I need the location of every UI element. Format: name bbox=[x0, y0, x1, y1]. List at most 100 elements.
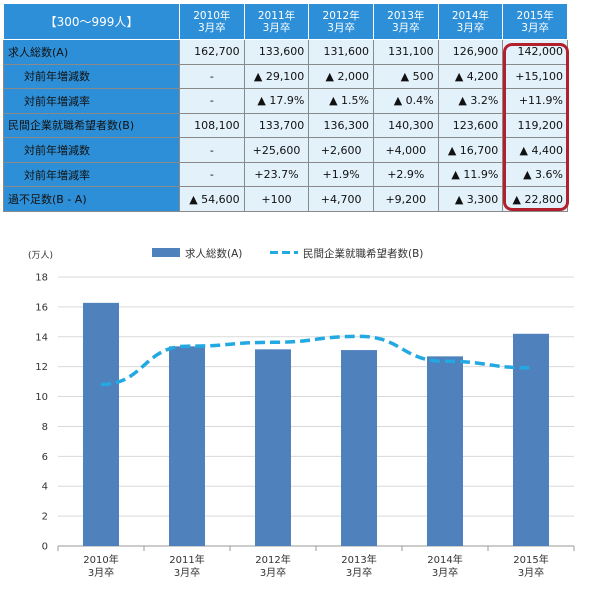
table-cell: 142,000 bbox=[502, 39, 568, 65]
col-header: 2011年 3月卒 bbox=[243, 3, 310, 40]
row-label: 対前年増減率 bbox=[3, 161, 180, 188]
line-series-b bbox=[100, 334, 532, 387]
table-row: 対前年増減数 - +25,600 +2,600 +4,000 ▲ 16,700 … bbox=[3, 137, 568, 163]
hiring-chart: (万人) 求人総数(A) 民間企業就職希望者数(B) 0 2 4 6 8 10 12 14 16… bbox=[28, 247, 575, 579]
table-cell: +9,200 bbox=[372, 186, 439, 212]
table-row: 対前年増減率 - +23.7% +1.9% +2.9% ▲ 11.9% ▲ 3.… bbox=[3, 161, 568, 188]
table-cell: - bbox=[179, 88, 245, 114]
table-cell: 108,100 bbox=[179, 112, 245, 139]
y-tick-label: 12 bbox=[35, 362, 48, 373]
table-header-row: 【300～999人】 2010年 3月卒 2011年 3月卒 2012年 3月卒 20… bbox=[3, 3, 568, 40]
bar bbox=[169, 346, 205, 546]
table-cell: ▲ 1.5% bbox=[308, 88, 374, 114]
table-cell: ▲ 500 bbox=[372, 63, 439, 90]
bar bbox=[255, 349, 291, 546]
col-header: 2013年 3月卒 bbox=[372, 3, 439, 40]
table-cell: ▲ 3.6% bbox=[502, 161, 568, 188]
table-cell: ▲ 4,200 bbox=[437, 63, 504, 90]
row-label: 過不足数(B - A) bbox=[3, 186, 180, 212]
y-tick-label: 6 bbox=[42, 452, 48, 463]
table-row: 対前年増減数 - ▲ 29,100 ▲ 2,000 ▲ 500 ▲ 4,200 … bbox=[3, 63, 568, 90]
row-label: 対前年増減数 bbox=[3, 137, 180, 163]
hiring-table-panel: 【300～999人】 2010年 3月卒 2011年 3月卒 2012年 3月卒 20… bbox=[3, 3, 569, 212]
col-header: 2012年 3月卒 bbox=[308, 3, 374, 40]
table-corner-label: 【300～999人】 bbox=[3, 3, 180, 40]
row-label: 求人総数(A) bbox=[3, 39, 180, 65]
x-tick-label: 2010年 3月卒 bbox=[83, 553, 118, 579]
table-cell: ▲ 2,000 bbox=[308, 63, 374, 90]
legend: 求人総数(A) 民間企業就職希望者数(B) bbox=[152, 247, 423, 260]
x-tick-label: 2011年 3月卒 bbox=[169, 553, 204, 579]
table-cell: - bbox=[179, 137, 245, 163]
x-axis-ticks: 2010年 3月卒 2011年 3月卒 2012年 3月卒 2013年 3月卒 2014年 3月卒… bbox=[57, 546, 575, 579]
table-row: 過不足数(B - A) ▲ 54,600 +100 +4,700 +9,200 … bbox=[3, 186, 568, 212]
table-cell: ▲ 11.9% bbox=[437, 161, 504, 188]
y-tick-label: 16 bbox=[35, 302, 48, 313]
row-label: 民間企業就職希望者数(B) bbox=[3, 112, 180, 139]
x-tick-label: 2012年 3月卒 bbox=[255, 553, 290, 579]
table-cell: ▲ 54,600 bbox=[179, 186, 245, 212]
table-cell: ▲ 4,400 bbox=[502, 137, 568, 163]
row-label: 対前年増減数 bbox=[3, 63, 180, 90]
table-cell: 131,600 bbox=[308, 39, 374, 65]
table-row: 民間企業就職希望者数(B) 108,100 133,700 136,300 14… bbox=[3, 112, 568, 139]
unit-label: (万人) bbox=[28, 250, 53, 261]
table-cell: +2,600 bbox=[308, 137, 374, 163]
y-tick-label: 0 bbox=[42, 542, 48, 553]
bar bbox=[83, 302, 119, 546]
y-tick-label: 4 bbox=[42, 482, 48, 493]
bar bbox=[341, 350, 377, 546]
table-cell: 126,900 bbox=[437, 39, 504, 65]
table-cell: ▲ 22,800 bbox=[502, 186, 568, 212]
series-line bbox=[100, 334, 532, 387]
col-header: 2010年 3月卒 bbox=[179, 3, 245, 40]
y-tick-label: 8 bbox=[42, 422, 48, 433]
table-cell: ▲ 16,700 bbox=[437, 137, 504, 163]
table-row: 対前年増減率 - ▲ 17.9% ▲ 1.5% ▲ 0.4% ▲ 3.2% +1… bbox=[3, 88, 568, 114]
legend-label-line: 民間企業就職希望者数(B) bbox=[303, 247, 423, 260]
table-cell: ▲ 17.9% bbox=[243, 88, 310, 114]
table-cell: +25,600 bbox=[243, 137, 310, 163]
table-cell: 140,300 bbox=[372, 112, 439, 139]
table-cell: 133,700 bbox=[243, 112, 310, 139]
table-cell: +100 bbox=[243, 186, 310, 212]
table-cell: +4,700 bbox=[308, 186, 374, 212]
bar bbox=[513, 333, 549, 546]
y-tick-label: 18 bbox=[35, 273, 48, 284]
row-label: 対前年増減率 bbox=[3, 88, 180, 114]
x-tick-label: 2014年 3月卒 bbox=[427, 553, 462, 579]
table-cell: 133,600 bbox=[243, 39, 310, 65]
table-cell: ▲ 0.4% bbox=[372, 88, 439, 114]
table-cell: ▲ 29,100 bbox=[243, 63, 310, 90]
table-cell: 123,600 bbox=[437, 112, 504, 139]
table-cell: 119,200 bbox=[502, 112, 568, 139]
col-header: 2015年 3月卒 bbox=[502, 3, 568, 40]
table-cell: +23.7% bbox=[243, 161, 310, 188]
table-cell: +15,100 bbox=[502, 63, 568, 90]
table-cell: +11.9% bbox=[502, 88, 568, 114]
table-cell: 131,100 bbox=[372, 39, 439, 65]
x-tick-label: 2015年 3月卒 bbox=[513, 553, 548, 579]
bar bbox=[427, 356, 463, 546]
y-tick-label: 14 bbox=[35, 332, 48, 343]
table-cell: - bbox=[179, 161, 245, 188]
legend-label-bar: 求人総数(A) bbox=[185, 247, 242, 260]
x-tick-label: 2013年 3月卒 bbox=[341, 553, 376, 579]
y-tick-label: 10 bbox=[35, 392, 48, 403]
table-cell: 136,300 bbox=[308, 112, 374, 139]
bars bbox=[83, 302, 549, 546]
table-cell: +2.9% bbox=[372, 161, 439, 188]
table-cell: - bbox=[179, 63, 245, 90]
table-cell: ▲ 3,300 bbox=[437, 186, 504, 212]
table-cell: +1.9% bbox=[308, 161, 374, 188]
gridlines bbox=[58, 276, 574, 547]
col-header: 2014年 3月卒 bbox=[437, 3, 504, 40]
y-tick-label: 2 bbox=[42, 512, 48, 523]
table-cell: 162,700 bbox=[179, 39, 245, 65]
table-row: 求人総数(A) 162,700 133,600 131,600 131,100 … bbox=[3, 39, 568, 65]
hiring-table: 【300～999人】 2010年 3月卒 2011年 3月卒 2012年 3月卒 20… bbox=[3, 3, 568, 212]
legend-bar-swatch bbox=[152, 248, 180, 257]
y-axis-ticks: 0 2 4 6 8 10 12 14 16 18 bbox=[35, 273, 48, 553]
table-cell: ▲ 3.2% bbox=[437, 88, 504, 114]
table-cell: +4,000 bbox=[372, 137, 439, 163]
